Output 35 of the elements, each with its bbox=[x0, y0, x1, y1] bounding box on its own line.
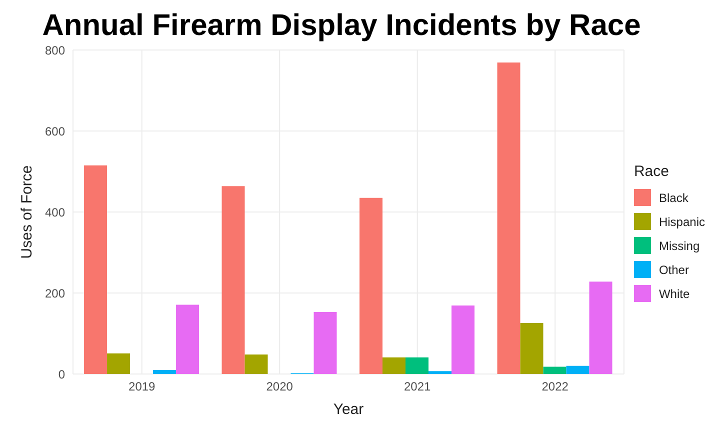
y-tick-label: 800 bbox=[44, 43, 66, 58]
bar bbox=[428, 371, 452, 374]
bar bbox=[244, 354, 268, 374]
bar bbox=[314, 312, 337, 374]
chart-title: Annual Firearm Display Incidents by Race bbox=[41, 8, 642, 44]
bar bbox=[222, 186, 245, 374]
legend-label: Missing bbox=[658, 238, 700, 252]
x-axis-title: Year bbox=[333, 401, 364, 418]
bar bbox=[382, 357, 406, 374]
legend-label: Hispanic bbox=[658, 214, 705, 228]
bar bbox=[497, 62, 520, 374]
y-tick-label: 0 bbox=[58, 367, 66, 382]
legend-label: Other bbox=[658, 262, 689, 276]
legend-label: Black bbox=[658, 190, 688, 204]
bar bbox=[84, 165, 108, 374]
x-tick-label: 2021 bbox=[404, 380, 432, 394]
legend-title: Race bbox=[634, 162, 670, 180]
x-tick-label: 2019 bbox=[128, 380, 156, 394]
bar bbox=[520, 322, 544, 374]
bar bbox=[153, 370, 176, 374]
bar bbox=[452, 306, 475, 374]
y-tick-label: 400 bbox=[44, 205, 66, 220]
bar bbox=[566, 366, 590, 374]
legend-label: White bbox=[658, 286, 690, 300]
y-axis-title: Uses of Force bbox=[18, 165, 36, 259]
bar bbox=[107, 353, 130, 374]
y-tick-label: 600 bbox=[44, 124, 66, 138]
bar bbox=[406, 357, 429, 374]
bar bbox=[360, 198, 383, 374]
bar bbox=[176, 304, 200, 374]
y-tick-label: 200 bbox=[44, 286, 66, 300]
x-tick-label: 2022 bbox=[542, 380, 569, 394]
bar bbox=[543, 366, 566, 374]
bar bbox=[589, 282, 612, 374]
x-tick-label: 2020 bbox=[266, 380, 294, 394]
